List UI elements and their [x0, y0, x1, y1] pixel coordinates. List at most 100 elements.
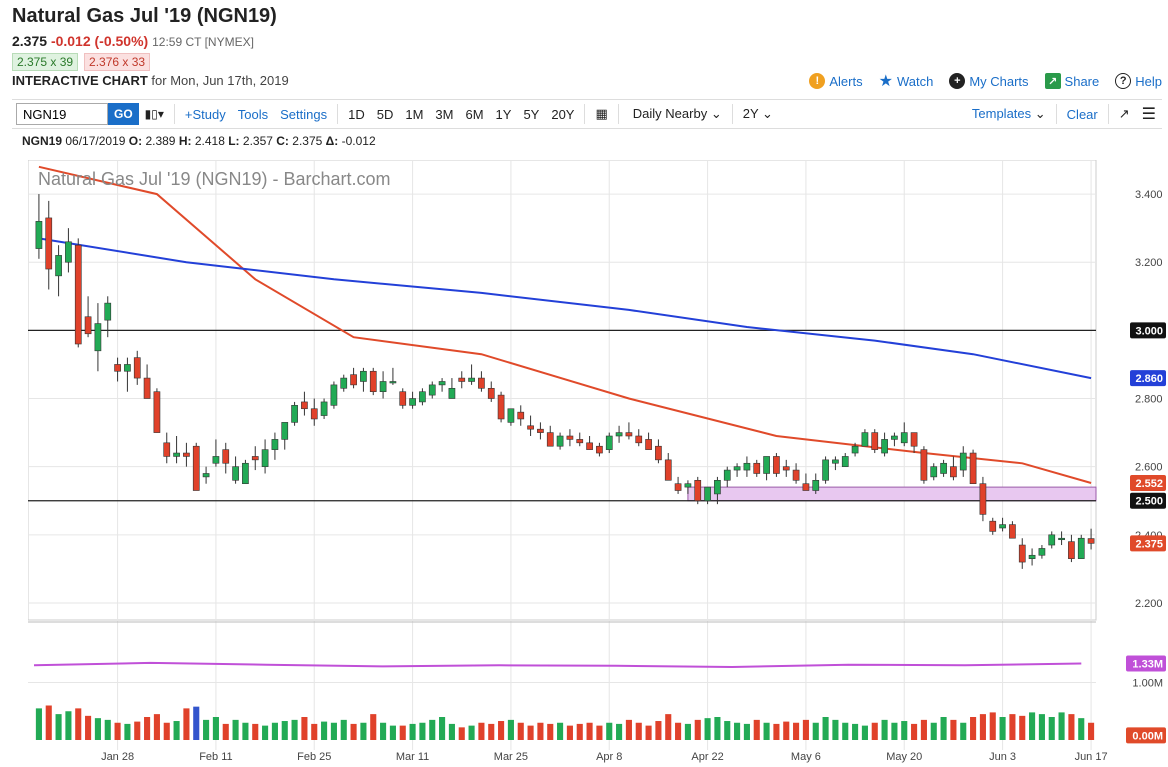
- candle: [94, 303, 102, 372]
- go-button[interactable]: GO: [108, 103, 139, 125]
- candle-body: [55, 255, 62, 277]
- study-button[interactable]: +Study: [184, 106, 226, 122]
- candle: [124, 357, 131, 392]
- nearby-select[interactable]: Daily Nearby ⌄: [623, 106, 728, 122]
- chart-date: for Mon, Jun 17th, 2019: [151, 73, 289, 88]
- candle-body: [487, 387, 495, 399]
- x-tick-label: Mar 11: [396, 751, 429, 763]
- range-6m[interactable]: 6M: [465, 106, 484, 122]
- candle-body: [989, 520, 997, 532]
- candle-body: [507, 408, 515, 423]
- range-3m[interactable]: 3M: [435, 106, 454, 122]
- candle-body: [605, 435, 613, 450]
- settings-button[interactable]: Settings: [280, 106, 328, 122]
- candle-body: [773, 456, 780, 474]
- candle: [704, 486, 711, 505]
- candle: [792, 463, 800, 484]
- volume-bar: [429, 719, 436, 740]
- volume-bar: [1019, 715, 1026, 740]
- range-1d[interactable]: 1D: [348, 106, 365, 122]
- menu-icon[interactable]: ☰: [1141, 106, 1156, 123]
- volume-bar: [370, 714, 377, 740]
- candle-body: [596, 445, 603, 454]
- volume-bar: [350, 723, 357, 740]
- x-tick-label: Jun 17: [1075, 751, 1108, 763]
- candle: [242, 459, 249, 485]
- candle: [999, 517, 1006, 532]
- candle-body: [1048, 534, 1056, 546]
- period-label: 2Y: [742, 106, 759, 121]
- candle-body: [468, 377, 475, 382]
- ohlc-delta: -0.012: [341, 134, 376, 148]
- candle-body: [979, 483, 987, 515]
- range-5d[interactable]: 5D: [376, 106, 394, 122]
- candle-body: [104, 302, 112, 321]
- volume-bar: [458, 727, 465, 740]
- candle-body: [871, 432, 879, 450]
- candle-body: [310, 408, 318, 420]
- candle-body: [497, 394, 505, 420]
- candle-body: [1009, 524, 1016, 539]
- watch-link[interactable]: ★ Watch: [879, 71, 934, 91]
- calendar-icon[interactable]: ▦: [595, 106, 608, 121]
- range-5y[interactable]: 5Y: [523, 106, 540, 122]
- candle-type-icon[interactable]: ▮▯▾: [144, 107, 164, 121]
- help-icon: ?: [1115, 73, 1132, 89]
- volume-bar: [675, 722, 682, 740]
- candle: [576, 432, 584, 447]
- candle: [596, 442, 603, 457]
- divider: [173, 104, 175, 124]
- candle-body: [84, 316, 92, 335]
- expand-icon[interactable]: ↗: [1118, 106, 1130, 121]
- x-tick-label: Apr 8: [596, 751, 622, 763]
- volume-bar: [389, 725, 396, 740]
- help-link[interactable]: ? Help: [1115, 73, 1162, 89]
- quote-line: 2.375 -0.012 (-0.50%) 12:59 CT [NYMEX]: [12, 33, 254, 49]
- candle: [478, 371, 485, 392]
- my-charts-link[interactable]: + My Charts: [949, 73, 1029, 89]
- symbol-input[interactable]: [16, 103, 108, 125]
- candle: [920, 446, 928, 484]
- volume-panel: [28, 621, 1096, 740]
- candle: [812, 473, 820, 494]
- candle-body: [625, 432, 633, 437]
- candle: [45, 200, 53, 290]
- volume-bar: [124, 723, 131, 740]
- y-tick-label: 2.600: [1135, 462, 1163, 474]
- period-select[interactable]: 2Y ⌄: [737, 106, 779, 122]
- candle-body: [1028, 554, 1036, 559]
- help-label: Help: [1135, 73, 1162, 89]
- candle-body: [428, 384, 436, 396]
- candle-body: [959, 452, 967, 471]
- clear-button[interactable]: Clear: [1066, 106, 1098, 122]
- candle-body: [330, 384, 338, 406]
- share-link[interactable]: ↗ Share: [1044, 73, 1099, 89]
- candle: [910, 432, 918, 454]
- volume-bar: [114, 722, 121, 740]
- candle-body: [1068, 541, 1075, 559]
- candle: [360, 367, 367, 392]
- ohlc-close: 2.375: [292, 134, 323, 148]
- alerts-link[interactable]: ! Alerts: [809, 73, 863, 89]
- candle-body: [910, 432, 918, 447]
- candle: [35, 194, 43, 259]
- volume-bar: [311, 723, 318, 740]
- divider: [731, 104, 733, 124]
- candle-body: [763, 456, 770, 474]
- tools-button[interactable]: Tools: [237, 106, 269, 122]
- range-20y[interactable]: 20Y: [551, 106, 575, 122]
- interactive-chart-label: INTERACTIVE CHART for Mon, Jun 17th, 201…: [12, 73, 289, 88]
- candle: [605, 432, 613, 454]
- volume-bar: [409, 723, 416, 740]
- range-1m[interactable]: 1M: [405, 106, 424, 122]
- volume-bar: [950, 719, 957, 740]
- templates-select[interactable]: Templates ⌄: [966, 106, 1052, 122]
- range-1y[interactable]: 1Y: [495, 106, 512, 122]
- volume-bar: [1068, 714, 1075, 740]
- chevron-down-icon: ⌄: [762, 106, 773, 121]
- candle: [546, 425, 554, 447]
- volume-bar: [979, 714, 986, 740]
- candle: [448, 378, 456, 399]
- watch-label: Watch: [896, 73, 934, 89]
